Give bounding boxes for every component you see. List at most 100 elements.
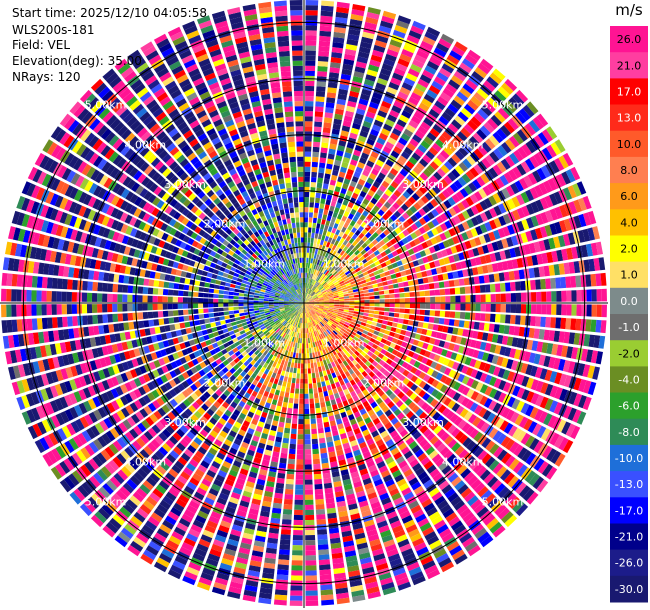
gate-cell [455, 336, 462, 344]
gate-cell [418, 371, 427, 380]
gate-cell [384, 543, 397, 553]
gate-cell [161, 443, 172, 453]
gate-cell [293, 347, 297, 353]
gate-cell [533, 353, 541, 365]
gate-cell [459, 507, 472, 519]
gate-cell [327, 82, 338, 89]
gate-cell [520, 161, 531, 174]
gate-cell [376, 189, 384, 197]
gate-cell [338, 88, 348, 96]
gate-cell [558, 263, 565, 275]
gate-cell [496, 161, 507, 173]
gate-cell [441, 249, 448, 257]
gate-cell [321, 462, 330, 469]
gate-cell [289, 443, 296, 450]
gate-cell [461, 375, 470, 385]
gate-cell [348, 231, 355, 238]
gate-cell [387, 373, 394, 381]
gate-cell [311, 367, 315, 374]
gate-cell [484, 284, 491, 293]
gate-cell [327, 446, 335, 453]
gate-cell [184, 448, 194, 458]
gate-cell [310, 284, 314, 290]
gate-cell [516, 387, 526, 399]
gate-cell [454, 115, 466, 126]
gate-cell [331, 323, 337, 329]
gate-cell [393, 388, 402, 396]
gate-cell [270, 366, 275, 372]
gate-cell [317, 323, 322, 329]
gate-cell [494, 504, 507, 516]
gate-cell [236, 477, 246, 486]
gate-cell [383, 255, 390, 262]
gate-cell [328, 319, 334, 324]
gate-cell [473, 276, 480, 285]
gate-cell [508, 458, 520, 471]
gate-cell [156, 557, 170, 568]
gate-cell [361, 341, 368, 348]
gate-cell [362, 477, 372, 486]
gate-cell [359, 276, 366, 281]
gate-cell [276, 313, 282, 317]
gate-cell [408, 196, 417, 205]
gate-cell [333, 26, 346, 34]
gate-cell [300, 303, 304, 307]
gate-cell [436, 168, 446, 178]
gate-cell [285, 478, 294, 485]
gate-cell [550, 317, 557, 329]
gate-cell [371, 353, 378, 360]
gate-cell [516, 464, 528, 477]
gate-cell [354, 66, 366, 74]
gate-cell [341, 68, 353, 76]
gate-cell [86, 427, 96, 440]
gate-cell [293, 310, 298, 315]
gate-cell [304, 459, 312, 465]
gate-cell [378, 525, 390, 534]
gate-cell [573, 215, 582, 229]
gate-cell [311, 326, 315, 332]
gate-cell [342, 246, 349, 252]
gate-cell [442, 358, 450, 366]
gate-cell [535, 316, 541, 327]
gate-cell [223, 342, 230, 348]
gate-cell [396, 260, 403, 267]
gate-cell [346, 285, 352, 289]
gate-cell [295, 311, 299, 316]
gate-cell [342, 233, 348, 240]
gate-cell [561, 290, 567, 302]
gate-cell [169, 398, 178, 408]
gate-cell [27, 425, 38, 440]
gate-cell [330, 461, 338, 468]
gate-cell [313, 274, 317, 280]
gate-cell [488, 274, 495, 283]
gate-cell [398, 282, 404, 288]
gate-cell [83, 400, 92, 412]
gate-cell [319, 30, 332, 37]
gate-cell [183, 509, 196, 519]
gate-cell [394, 227, 402, 235]
gate-cell [225, 346, 232, 353]
gate-cell [294, 362, 298, 369]
gate-cell [288, 318, 292, 324]
gate-cell [275, 482, 285, 489]
gate-cell [349, 379, 356, 386]
gate-cell [323, 477, 332, 484]
gate-cell [308, 298, 314, 302]
gate-cell [515, 111, 527, 124]
gate-cell [361, 235, 368, 242]
gate-cell [301, 358, 304, 364]
gate-cell [292, 535, 303, 541]
gate-cell [410, 25, 424, 35]
gate-cell [281, 442, 289, 449]
gate-cell [397, 91, 409, 100]
gate-cell [166, 453, 177, 464]
gate-cell [233, 357, 240, 364]
gate-cell [100, 449, 111, 461]
gate-cell [349, 197, 357, 204]
gate-cell [306, 323, 308, 329]
gate-cell [405, 256, 413, 263]
gate-cell [153, 561, 168, 573]
gate-cell [509, 247, 517, 258]
gate-cell [198, 348, 205, 356]
gate-cell [337, 423, 344, 430]
